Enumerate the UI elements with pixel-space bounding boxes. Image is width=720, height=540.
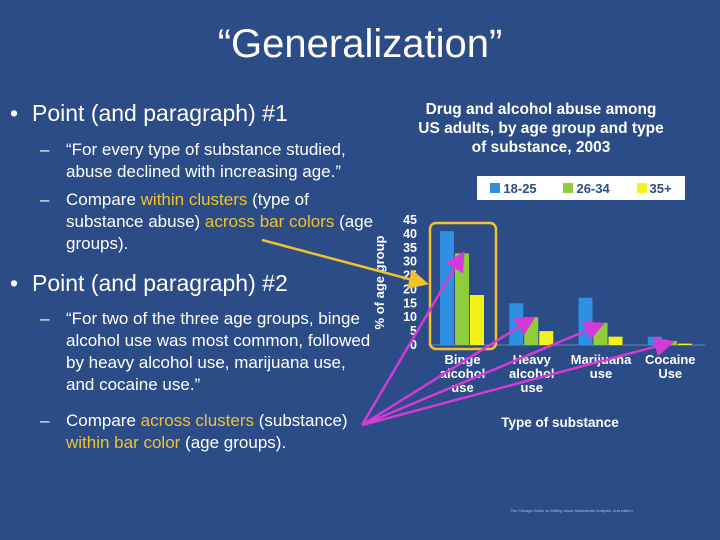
arrow-magenta [361,337,675,427]
point-1-sub-1-text: “For every type of substance studied, ab… [66,140,346,181]
bar [539,331,554,345]
arrow-yellow [261,238,429,289]
y-tick-label: 10 [403,310,417,324]
arrow-magenta [361,316,536,427]
x-tick-label: use [590,366,612,381]
point-2-sub-2-text: Compare across clusters (substance) with… [40,410,375,454]
text-segment: (age groups). [180,433,287,452]
x-tick-label: use [521,380,543,395]
y-tick-label: 0 [410,338,417,352]
chart-title-line: Drug and alcohol abuse among [425,101,657,118]
chart-title-line: of substance, 2003 [471,139,611,156]
bar [647,336,662,345]
cluster-highlight-box [428,221,498,351]
chart-annotations [261,221,675,427]
slide-title: “Generalization” [217,22,503,66]
x-tick-label: Cocaine [645,352,696,367]
x-tick-label: use [451,380,473,395]
highlight-across-clusters: across clusters [140,411,255,430]
bullet-point-1: • Point (and paragraph) #1 [10,100,288,127]
text-segment: Compare [66,411,141,430]
chart-title: Drug and alcohol abuse among US adults, … [398,100,684,157]
legend-label: 18-25 [503,180,537,196]
dash: – [40,411,50,430]
point-1-heading: Point (and paragraph) #1 [32,100,288,126]
point-1-sub-1: – “For every type of substance studied, … [40,139,375,183]
text-segment: Compare [66,190,141,209]
y-tick-label: 30 [403,255,417,269]
x-tick-label: Heavy [513,352,552,367]
point-2-sub-2: – Compare across clusters (substance) wi… [40,410,375,454]
dash: – [40,309,50,328]
bar [578,297,593,345]
text-segment: (age groups). [66,212,374,253]
point-2-sub-1: – “For two of the three age groups, bing… [40,308,375,396]
bullet-dot: • [10,100,19,126]
x-tick-label: Use [658,366,682,381]
x-axis-label: Type of substance [501,415,619,430]
text-segment: (type of substance abuse) [66,190,309,231]
y-tick-label: 40 [403,227,417,241]
legend-label: 35+ [649,180,672,196]
legend-item: 35+ [636,180,672,196]
arrow-magenta [361,321,606,427]
bullet-point-2: • Point (and paragraph) #2 [10,270,288,297]
point-2-sub-1-text: “For two of the three age groups, binge … [66,309,371,394]
point-1-sub-2: – Compare within clusters (type of subst… [40,189,375,255]
arrow-magenta [360,251,465,426]
legend-swatch [636,183,647,193]
dash: – [40,190,50,209]
y-tick-label: 15 [403,296,417,310]
chart-title-line: US adults, by age group and type [418,120,664,137]
y-tick-label: 20 [403,282,417,296]
legend-swatch [563,183,574,193]
bullet-dot: • [10,270,19,296]
highlight-within-clusters: within clusters [140,190,248,209]
highlight-across-bar-colors: across bar colors [204,212,335,231]
legend-label: 26-34 [576,180,610,196]
highlight-within-bar-color: within bar color [66,433,181,452]
y-tick-label: 45 [403,213,417,227]
legend-swatch [490,183,501,193]
bar [608,336,623,345]
legend-item: 18-25 [490,180,537,196]
text-segment: (substance) [254,411,348,430]
bar [470,295,484,345]
y-tick-label: 5 [410,324,417,338]
y-axis-label: % of age group [372,235,387,329]
bar [455,253,469,345]
y-tick-label: 35 [403,241,417,255]
bar [677,343,692,345]
chart-bars [440,231,692,345]
point-2-heading: Point (and paragraph) #2 [32,270,288,296]
point-1-sub-2-text: Compare within clusters (type of substan… [40,189,375,255]
chart-legend: 18-25 26-34 35+ [477,176,685,200]
legend-item: 26-34 [563,180,610,196]
footnote: The Chicago Guide to Writing about Multi… [510,508,633,513]
dash: – [40,140,50,159]
